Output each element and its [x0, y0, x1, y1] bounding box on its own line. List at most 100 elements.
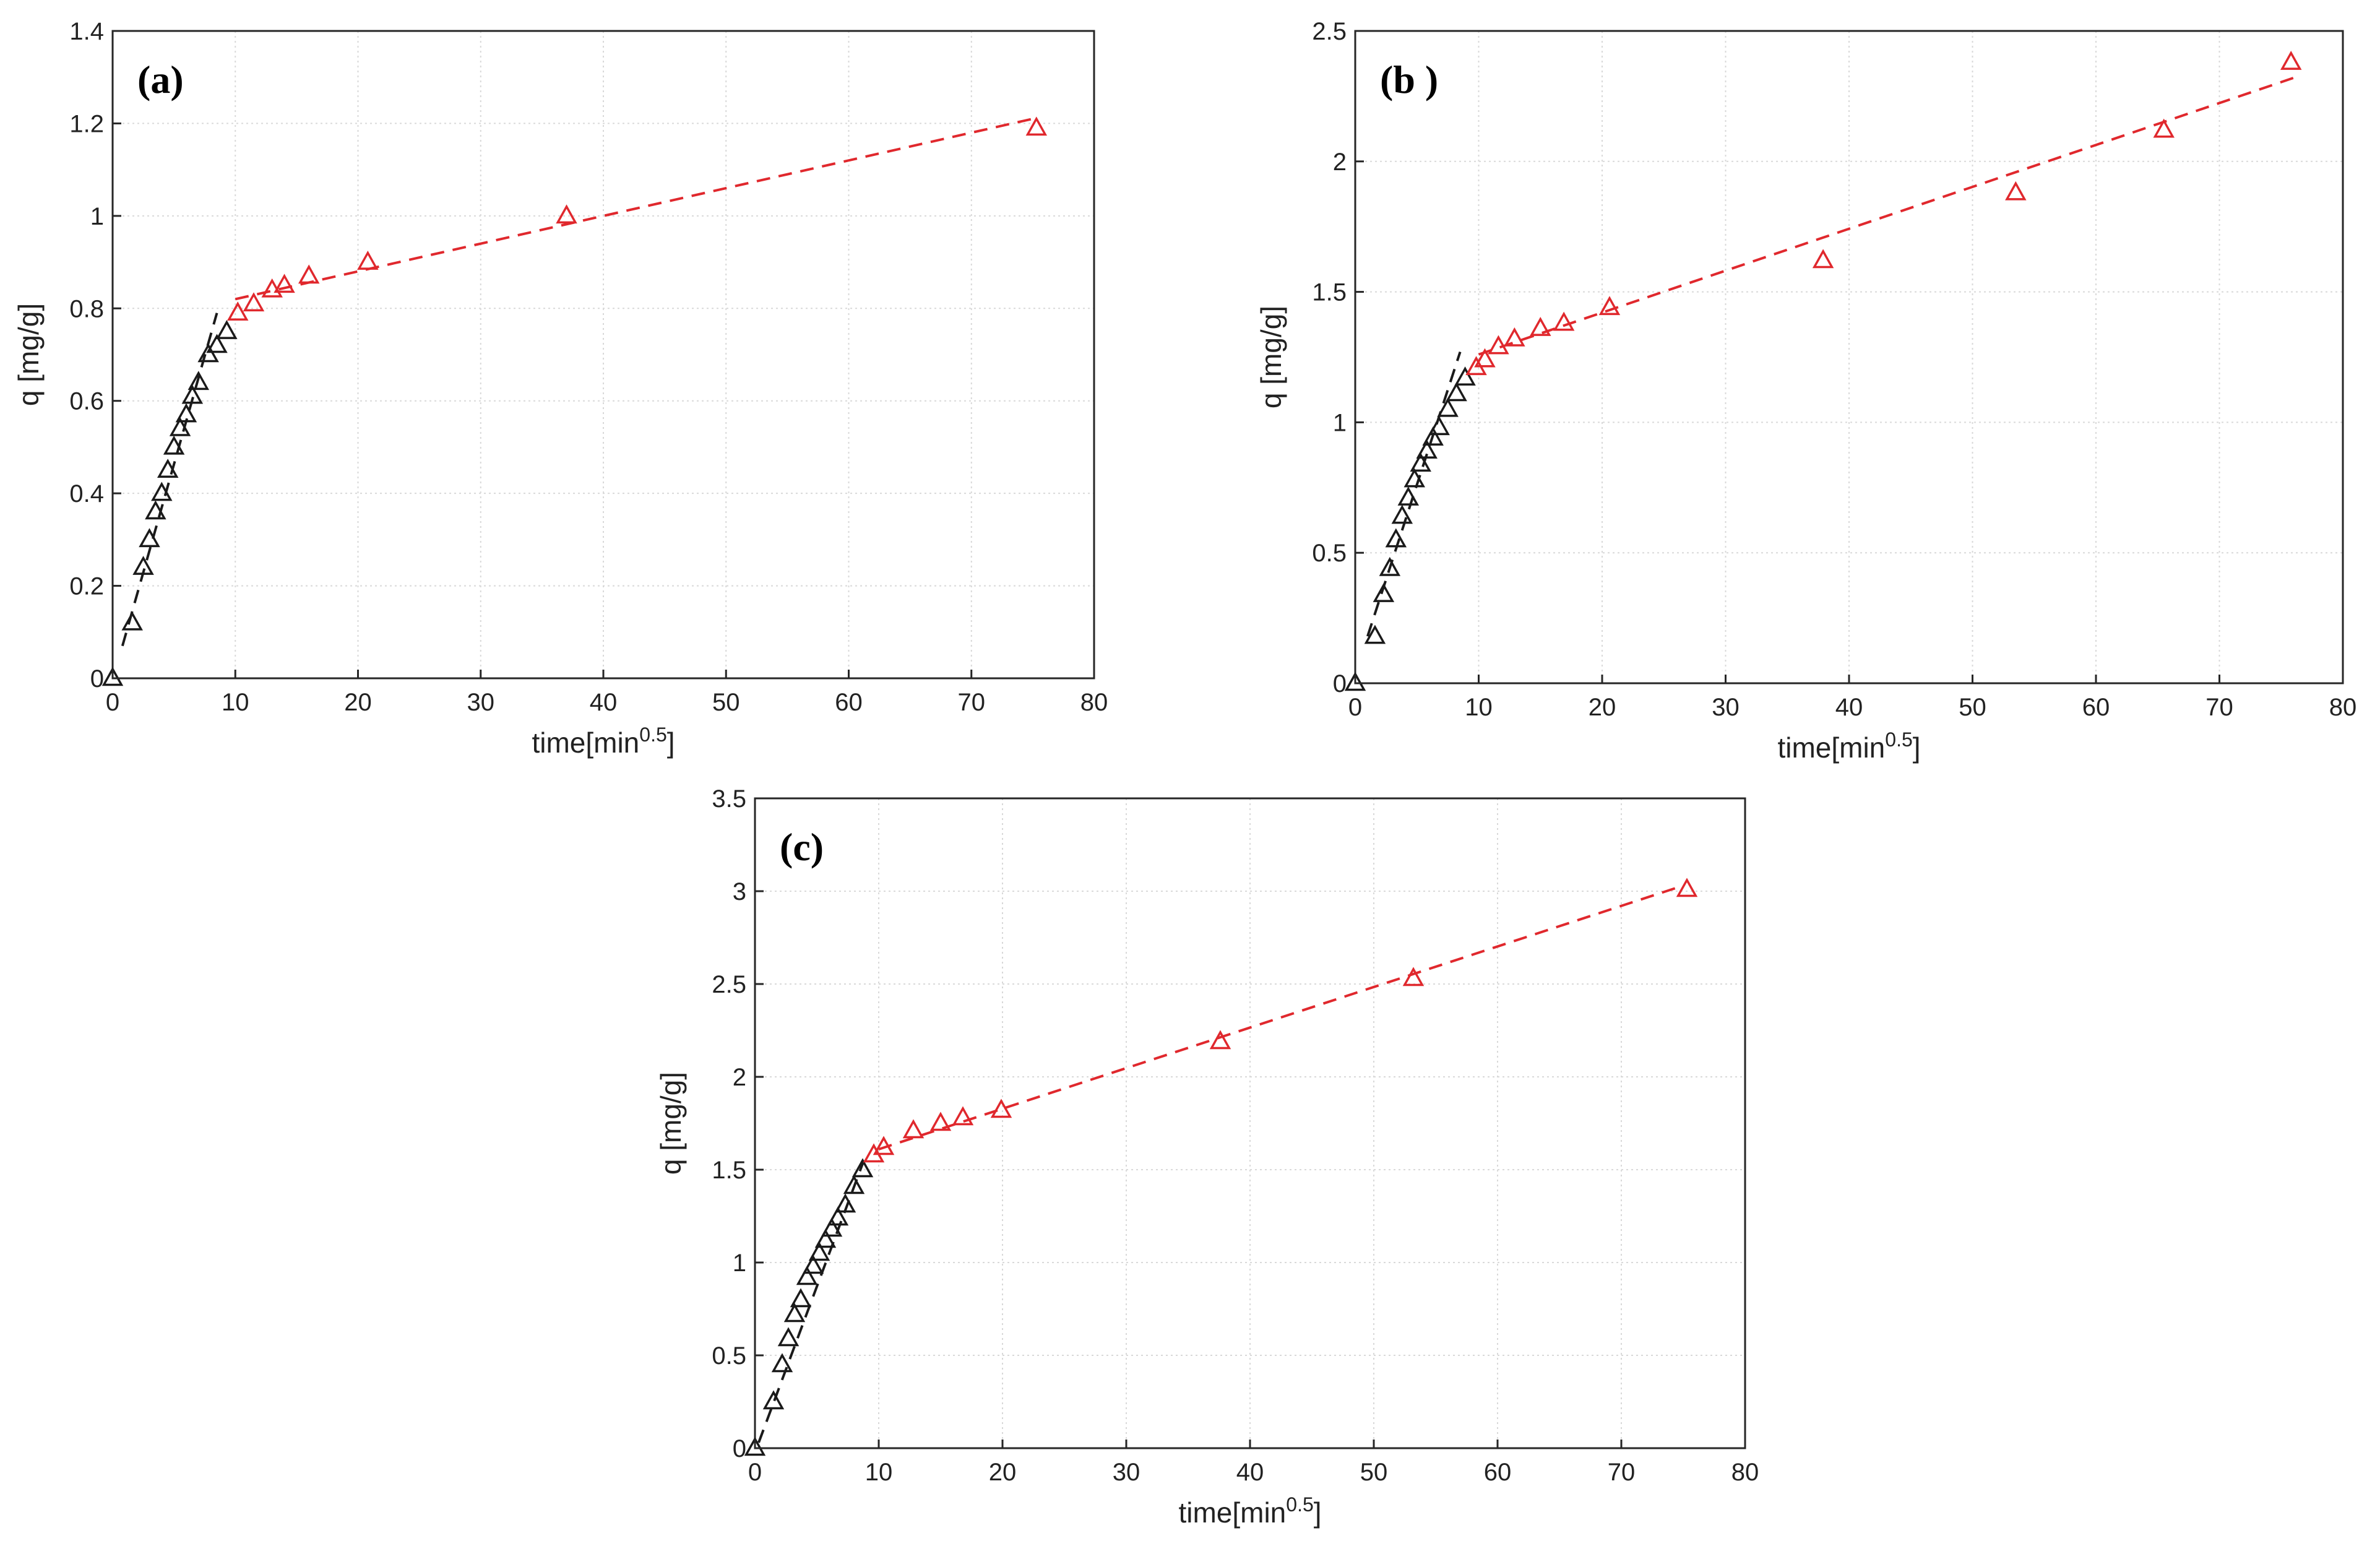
panel-a-y-tick-label-0: 0	[90, 665, 104, 693]
panel-a-stage-2-point-7	[1025, 116, 1048, 136]
panel-c-stage-2-point-8	[1676, 878, 1698, 897]
panel-a-stage-1-point-13	[206, 334, 228, 353]
panel-b-y-tick-label-4: 2	[1333, 149, 1347, 176]
panel-c-y-tick-labels: 0 0.5 1 1.5 2 2.5 3 3.5	[712, 785, 764, 1462]
panel-b-x-tick-label-1: 10	[1465, 694, 1493, 721]
panel-b-stage-2-point-1	[1474, 348, 1496, 368]
panel-b-stage-2-point-6	[1598, 296, 1621, 316]
panel-b-stage-1-point-10	[1422, 426, 1444, 446]
panel-b-stage-1-point-1	[1364, 624, 1386, 644]
panel-a-stage-1-point-4	[145, 500, 166, 520]
panel-c-y-tick-label-2: 1	[733, 1250, 746, 1277]
panel-b-y-tick-label-1: 0.5	[1312, 540, 1347, 567]
panel-b-stage-2-point-7	[1812, 249, 1834, 269]
panel-c-y-tick-label-5: 2.5	[712, 971, 746, 998]
panel-c-x-tick-label-7: 70	[1608, 1459, 1636, 1486]
panel-c-stage-1-point-2	[771, 1353, 793, 1373]
panel-c-stage-1-point-6	[796, 1266, 818, 1285]
panel-c-stage-2-point-4	[952, 1106, 974, 1126]
panel-c-label: (c)	[780, 825, 824, 869]
panel-a-stage-2-point-4	[298, 264, 320, 284]
panel-a-stage-2-point-6	[556, 204, 577, 224]
panel-a-y-tick-label-3: 0.6	[69, 388, 104, 415]
panel-a-stage-1-point-2	[132, 556, 154, 575]
panel-c-plot-frame	[754, 797, 1746, 1449]
panel-c-x-tick-label-5: 50	[1360, 1459, 1388, 1486]
panel-c-stage-2-point-2	[902, 1119, 925, 1139]
panel-a-y-tick-label-4: 0.8	[69, 295, 104, 322]
panel-b-stage-1-fit-line	[1366, 351, 1462, 637]
panel-c-x-axis-label-close: ]	[1314, 1496, 1322, 1529]
panel-a-y-tick-labels: 0 0.2 0.4 0.6 0.8 1 1.2 1.4	[69, 18, 121, 693]
panel-b-y-tick-label-5: 2.5	[1312, 18, 1347, 45]
panel-b-x-axis-label-sup: 0.5	[1885, 728, 1912, 751]
panel-a-x-tick-label-8: 80	[1080, 689, 1108, 716]
panel-a-label: (a)	[137, 58, 184, 101]
panel-c-y-tick-label-0: 0	[733, 1435, 746, 1462]
panel-c-stage-1-point-4	[783, 1303, 806, 1323]
panel-a-data-points	[101, 116, 1048, 686]
panel-c-stage-1-point-1	[762, 1390, 785, 1410]
panel-c-x-axis-label-sup: 0.5	[1286, 1493, 1313, 1516]
panel-b-stage-1-point-2	[1373, 583, 1395, 602]
panel-c-stage-2-point-6	[1209, 1030, 1231, 1050]
panel-c-x-tick-label-6: 60	[1484, 1459, 1512, 1486]
panel-a-y-axis-label: q [mg/g]	[12, 303, 45, 406]
panel-c-stage-1-point-0	[744, 1436, 766, 1456]
panel-b-stage-2-point-2	[1488, 335, 1509, 355]
panel-a-x-tick-label-5: 50	[712, 689, 740, 716]
panel-b-stage-2-point-5	[1553, 311, 1575, 331]
panel-b-y-tick-label-0: 0	[1333, 670, 1347, 697]
panel-b-stage-2-point-8	[2005, 181, 2027, 201]
panel-c-gridlines	[755, 798, 1745, 1448]
panel-a-stage-1-point-6	[157, 459, 179, 478]
panel-b-x-axis-label-main: time[min	[1777, 732, 1885, 764]
panel-a-y-tick-label-7: 1.4	[69, 18, 104, 45]
panel-a-stage-1-point-1	[121, 611, 143, 631]
panel-a-stage-2-point-3	[274, 274, 295, 293]
panel-b-stage-1-point-3	[1379, 556, 1401, 576]
panel-a-stage-1-fit-line	[121, 313, 218, 647]
panel-a-stage-1-point-10	[181, 384, 204, 404]
panel-a: 0 10 20 30 40 50 60 70 80 0 0.2 0.4 0.6 0.8 1 1.2 1.4 (…	[12, 18, 1108, 759]
panel-b-x-tick-label-5: 50	[1959, 694, 1986, 721]
panel-a-gridlines	[113, 31, 1094, 678]
panel-c-stage-2-point-1	[873, 1136, 895, 1155]
panel-c-x-tick-label-2: 20	[989, 1459, 1017, 1486]
panel-c-x-tick-label-8: 80	[1731, 1459, 1759, 1486]
panel-b-stage-1-point-7	[1403, 468, 1425, 488]
panel-c-x-tick-label-0: 0	[748, 1459, 762, 1486]
panel-a-x-tick-label-6: 60	[835, 689, 863, 716]
panel-c: 0 10 20 30 40 50 60 70 80 0 0.5 1 1.5 2 2.5 3 3.5 (c) t…	[655, 785, 1759, 1529]
panel-a-stage-2-point-0	[226, 301, 249, 321]
panel-c-stage-1-point-13	[843, 1175, 865, 1194]
panel-a-y-tick-label-2: 0.4	[69, 480, 104, 507]
panel-c-stage-2-point-5	[990, 1099, 1012, 1118]
panel-c-stage-2-point-7	[1402, 967, 1425, 986]
panel-b-stage-2-point-10	[2280, 51, 2302, 70]
panel-a-x-axis-label: time[min0.5]	[532, 723, 675, 759]
panel-c-y-axis-label: q [mg/g]	[655, 1072, 687, 1175]
panel-b-stage-1-point-11	[1428, 416, 1450, 436]
panel-a-y-tick-label-6: 1.2	[69, 110, 104, 137]
panel-c-x-tick-label-4: 40	[1236, 1459, 1264, 1486]
panel-b-x-tick-label-3: 30	[1712, 694, 1740, 721]
panel-b-label: (b )	[1380, 58, 1438, 101]
panel-b-stage-1-point-6	[1397, 486, 1420, 506]
panel-a-x-axis-label-main: time[min	[532, 727, 639, 759]
panel-c-stage-1-point-3	[777, 1327, 800, 1347]
panel-c-stage-1-point-12	[834, 1193, 856, 1213]
panel-b-stage-2-point-4	[1530, 317, 1551, 336]
panel-a-x-axis-label-sup: 0.5	[639, 723, 666, 746]
panel-a-stage-2-point-5	[357, 250, 379, 270]
panel-c-y-tick-label-3: 1.5	[712, 1157, 746, 1184]
panel-a-x-tick-labels: 0 10 20 30 40 50 60 70 80	[106, 670, 1108, 716]
panel-a-stage-1-point-5	[151, 481, 173, 501]
panel-b-y-tick-label-2: 1	[1333, 409, 1347, 436]
panel-b-x-tick-label-2: 20	[1589, 694, 1616, 721]
panel-a-stage-2-fit-line	[235, 118, 1033, 301]
panel-b-stage-2-point-3	[1504, 327, 1525, 347]
panel-b-x-tick-label-7: 70	[2205, 694, 2233, 721]
panel-c-y-tick-label-1: 0.5	[712, 1342, 746, 1370]
panel-a-x-tick-label-4: 40	[590, 689, 618, 716]
